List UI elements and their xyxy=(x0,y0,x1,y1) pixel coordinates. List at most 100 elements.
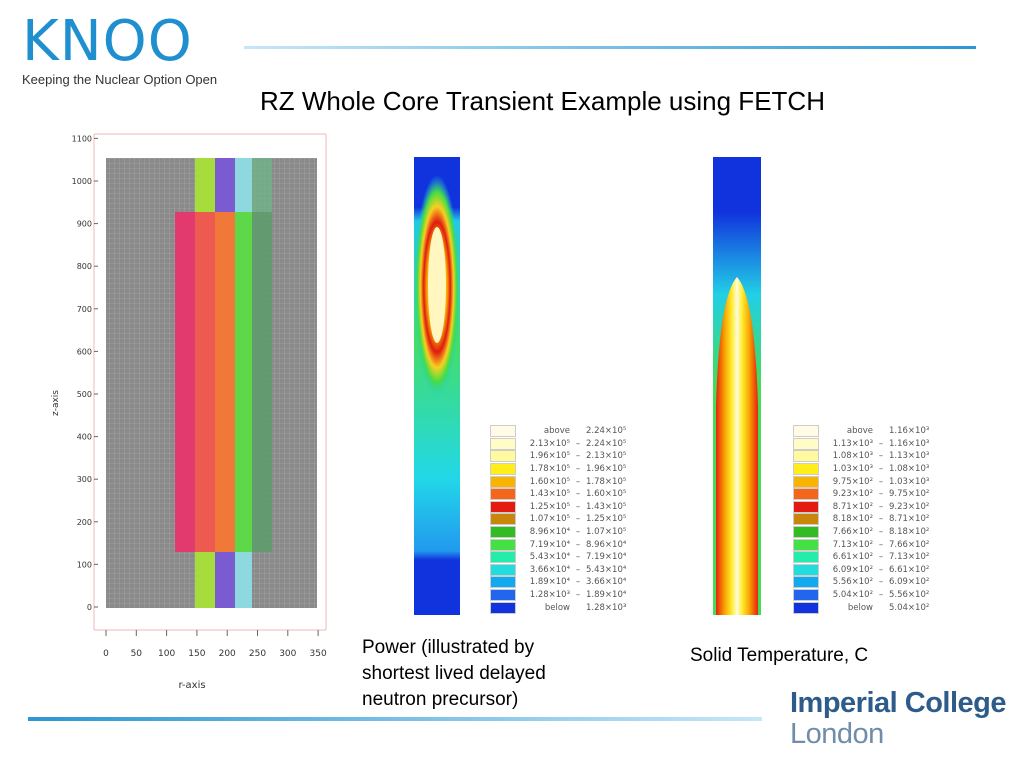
legend-row: below 5.04×10² xyxy=(793,601,941,614)
legend-swatch xyxy=(793,563,819,576)
z-axis-tick-label: 1000 xyxy=(72,177,92,186)
r-axis-tick-label: 0 xyxy=(103,649,109,659)
z-axis-tick-label: 1100 xyxy=(72,134,92,143)
legend-dash: – xyxy=(878,476,884,487)
r-axis-tick-label: 50 xyxy=(131,649,143,659)
legend-range-low: 1.08×10³ xyxy=(832,451,873,462)
top-strip-2 xyxy=(215,158,235,212)
legend-row: 1.25×10⁵ –1.43×10⁵ xyxy=(490,500,638,514)
legend-range-high: 1.16×10³ xyxy=(889,426,930,437)
legend-range-high: 8.96×10⁴ xyxy=(586,539,627,550)
core-region-2 xyxy=(195,212,215,552)
legend-dash: – xyxy=(575,564,581,575)
legend-range-high: 1.03×10³ xyxy=(889,476,930,487)
bottom-strip-3 xyxy=(235,552,252,608)
legend-dash: – xyxy=(878,451,884,462)
legend-swatch xyxy=(793,551,819,564)
legend-row: below 1.28×10³ xyxy=(490,601,638,614)
legend-range-low: 1.78×10⁵ xyxy=(529,464,570,475)
core-region-5 xyxy=(252,212,272,552)
legend-range-low: 5.43×10⁴ xyxy=(529,552,570,563)
legend-range-low: below xyxy=(544,602,570,613)
legend-row: 1.96×10⁵ –2.13×10⁵ xyxy=(490,450,638,463)
z-axis-tick-label: 100 xyxy=(77,560,92,569)
bottom-strip-2 xyxy=(215,552,235,608)
legend-range-low: 9.23×10² xyxy=(832,489,873,500)
bottom-strip-1 xyxy=(195,552,215,608)
legend-swatch xyxy=(490,475,516,488)
legend-range-high: 1.89×10⁴ xyxy=(586,590,627,601)
legend-range-high: 6.09×10² xyxy=(889,577,930,588)
legend-swatch xyxy=(793,463,819,476)
legend-row: 3.66×10⁴ –5.43×10⁴ xyxy=(490,563,638,577)
legend-row: 1.13×10³ –1.16×10³ xyxy=(793,437,941,451)
legend-row: 8.96×10⁴ –1.07×10⁵ xyxy=(490,526,638,539)
legend-dash: – xyxy=(878,464,884,475)
legend-row: 7.66×10² –8.18×10² xyxy=(793,526,941,539)
legend-range-high: 7.66×10² xyxy=(889,539,930,550)
slide-title: RZ Whole Core Transient Example using FE… xyxy=(260,86,825,116)
footer-divider xyxy=(28,717,762,721)
legend-dash: – xyxy=(575,527,581,538)
legend-swatch xyxy=(490,551,516,564)
legend-row: 1.89×10⁴ –3.66×10⁴ xyxy=(490,576,638,589)
legend-swatch xyxy=(793,576,819,589)
legend-swatch xyxy=(793,500,819,513)
legend-row: 7.19×10⁴ –8.96×10⁴ xyxy=(490,538,638,551)
legend-row: 1.28×10³ –1.89×10⁴ xyxy=(490,589,638,602)
r-axis-tick-label: 100 xyxy=(158,649,175,659)
knoo-logo-tagline: Keeping the Nuclear Option Open xyxy=(22,72,218,87)
legend-row: 6.09×10² –6.61×10² xyxy=(793,563,941,577)
z-axis-tick-label: 400 xyxy=(77,433,92,442)
power-legend: above 2.24×10⁵ 2.13×10⁵ –2.24×10⁵ 1.96×10⁵ –2… xyxy=(490,425,638,614)
legend-swatch xyxy=(490,425,516,438)
legend-swatch xyxy=(490,526,516,539)
legend-dash: – xyxy=(575,514,581,525)
legend-dash: – xyxy=(575,476,581,487)
legend-range-high: 1.96×10⁵ xyxy=(586,464,627,475)
legend-dash: – xyxy=(575,590,581,601)
legend-row: above 2.24×10⁵ xyxy=(490,425,638,438)
legend-range-low: 1.60×10⁵ xyxy=(529,476,570,487)
legend-row: 1.43×10⁵ –1.60×10⁵ xyxy=(490,488,638,501)
legend-dash: – xyxy=(878,438,884,449)
legend-dash: – xyxy=(575,501,581,512)
legend-dash: – xyxy=(575,552,581,563)
legend-row: 1.07×10⁵ –1.25×10⁵ xyxy=(490,513,638,526)
legend-range-low: below xyxy=(847,602,873,613)
legend-range-low: 8.18×10² xyxy=(832,514,873,525)
legend-swatch xyxy=(793,450,819,463)
legend-dash: – xyxy=(878,564,884,575)
knoo-logo-text: KNOO xyxy=(22,9,193,74)
legend-dash: – xyxy=(575,539,581,550)
r-axis-label: r-axis xyxy=(178,680,205,691)
legend-range-low: 1.89×10⁴ xyxy=(529,577,570,588)
legend-swatch xyxy=(793,601,819,614)
power-caption-line: Power (illustrated by xyxy=(362,637,535,658)
legend-range-low: 7.66×10² xyxy=(832,527,873,538)
legend-range-high: 8.18×10² xyxy=(889,527,930,538)
legend-range-high: 7.19×10⁴ xyxy=(586,552,627,563)
z-axis-tick-label: 200 xyxy=(77,518,92,527)
legend-dash: – xyxy=(575,438,581,449)
legend-swatch xyxy=(793,437,819,450)
legend-row: 1.08×10³ –1.13×10³ xyxy=(793,450,941,463)
legend-row: 1.60×10⁵ –1.78×10⁵ xyxy=(490,475,638,488)
legend-row: 9.75×10² –1.03×10³ xyxy=(793,475,941,488)
legend-range-high: 2.24×10⁵ xyxy=(586,438,627,449)
power-distribution-map xyxy=(414,157,460,615)
top-strip-1 xyxy=(195,158,215,212)
legend-row: 7.13×10² –7.66×10² xyxy=(793,538,941,551)
legend-range-high: 5.56×10² xyxy=(889,590,930,601)
legend-range-low: 6.61×10² xyxy=(832,552,873,563)
legend-range-high: 1.28×10³ xyxy=(586,602,627,613)
legend-range-high: 5.43×10⁴ xyxy=(586,564,627,575)
r-axis-tick-label: 200 xyxy=(219,649,236,659)
z-axis-tick-label: 300 xyxy=(77,475,92,484)
top-strip-3 xyxy=(235,158,252,212)
legend-swatch xyxy=(793,513,819,526)
z-axis-tick-label: 700 xyxy=(77,305,92,314)
legend-swatch xyxy=(490,437,516,450)
legend-row: above 1.16×10³ xyxy=(793,425,941,438)
core-geometry-plot: 0 100 200 300 400 500 600 700 800 900 1000 1100 0 50… xyxy=(51,133,327,691)
